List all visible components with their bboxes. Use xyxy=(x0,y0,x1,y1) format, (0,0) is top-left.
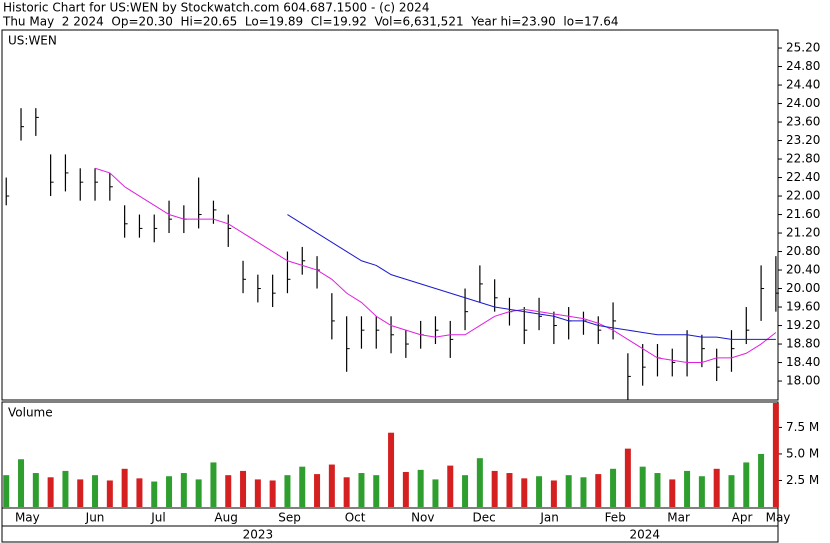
symbol-label: US:WEN xyxy=(8,34,57,48)
volume-bar xyxy=(92,475,99,507)
volume-bar xyxy=(432,479,439,507)
volume-bar xyxy=(595,474,602,507)
volume-bar xyxy=(698,476,705,507)
volume-bar xyxy=(743,462,750,507)
x-tick-label: Aug xyxy=(214,511,237,525)
year-label: 2024 xyxy=(630,528,661,542)
volume-label: Volume xyxy=(8,406,53,420)
x-tick-label: May xyxy=(15,511,40,525)
y-tick-label: 23.60 xyxy=(786,115,820,129)
y-tick-label: 21.60 xyxy=(786,207,820,221)
x-tick-label: Oct xyxy=(345,511,366,525)
moving-average xyxy=(94,167,777,364)
volume-bar xyxy=(462,475,469,507)
volume-bar xyxy=(758,453,765,507)
volume-bar xyxy=(180,473,187,507)
volume-bar xyxy=(62,470,69,507)
x-tick-label: May xyxy=(766,511,791,525)
y-tick-label: 18.00 xyxy=(786,374,820,388)
volume-bar xyxy=(225,475,232,507)
x-tick-label: Dec xyxy=(472,511,495,525)
y-tick-label: 20.40 xyxy=(786,263,820,277)
volume-bar xyxy=(654,473,661,507)
x-tick-label: Nov xyxy=(411,511,434,525)
y-tick-label: 18.40 xyxy=(786,355,820,369)
y-tick-label: 22.40 xyxy=(786,170,820,184)
volume-bar xyxy=(506,473,513,507)
volume-bar xyxy=(18,459,25,507)
volume-bar xyxy=(580,477,587,507)
v-tick-label: 2.5 M xyxy=(786,473,819,487)
volume-bar xyxy=(669,479,676,507)
y-tick-label: 22.80 xyxy=(786,152,820,166)
y-tick-label: 25.20 xyxy=(786,41,820,55)
x-tick-label: Jun xyxy=(85,511,105,525)
y-tick-label: 22.00 xyxy=(786,189,820,203)
y-tick-label: 21.20 xyxy=(786,226,820,240)
volume-bar xyxy=(343,477,350,507)
volume-bar xyxy=(121,468,128,507)
volume-bar xyxy=(47,477,54,507)
volume-bar xyxy=(521,478,528,507)
year-label: 2023 xyxy=(243,528,274,542)
y-tick-label: 20.00 xyxy=(786,281,820,295)
volume-bar xyxy=(772,403,779,507)
volume-bar xyxy=(136,478,143,507)
volume-bar xyxy=(314,474,321,507)
volume-bar xyxy=(402,471,409,507)
y-tick-label: 19.20 xyxy=(786,318,820,332)
volume-bar xyxy=(624,448,631,507)
volume-bar xyxy=(3,475,10,507)
chart-title: Historic Chart for US:WEN by Stockwatch.… xyxy=(3,1,429,15)
volume-bar xyxy=(388,432,395,507)
moving-average xyxy=(287,214,776,340)
volume-bar xyxy=(565,475,572,507)
volume-bar xyxy=(447,465,454,507)
volume-bar xyxy=(151,481,158,507)
volume-bar xyxy=(299,466,306,507)
volume-bar xyxy=(195,479,202,507)
x-tick-label: Sep xyxy=(278,511,301,525)
x-tick-label: Feb xyxy=(605,511,626,525)
volume-bar xyxy=(32,473,39,507)
y-tick-label: 24.40 xyxy=(786,78,820,92)
volume-bar xyxy=(373,475,380,507)
volume-bar xyxy=(77,479,84,507)
y-tick-label: 24.00 xyxy=(786,96,820,110)
v-tick-label: 5.0 M xyxy=(786,446,819,460)
volume-bar xyxy=(210,462,217,507)
volume-bar xyxy=(254,479,261,507)
volume-bar xyxy=(269,480,276,507)
year-axis xyxy=(1,525,779,543)
volume-bar xyxy=(476,458,483,507)
volume-bar xyxy=(166,476,173,507)
volume-bar xyxy=(284,475,291,507)
y-tick-label: 23.20 xyxy=(786,133,820,147)
volume-bar xyxy=(417,469,424,507)
volume-bar xyxy=(728,475,735,507)
volume-bar xyxy=(358,473,365,507)
volume-bar xyxy=(328,464,335,507)
volume-bar xyxy=(639,466,646,507)
chart-subtitle: Thu May 2 2024 Op=20.30 Hi=20.65 Lo=19.8… xyxy=(2,15,619,29)
volume-bar xyxy=(550,480,557,507)
volume-bar xyxy=(713,468,720,507)
y-tick-label: 18.80 xyxy=(786,337,820,351)
volume-bar xyxy=(684,470,691,507)
volume-bar xyxy=(240,470,247,507)
x-tick-label: Mar xyxy=(667,511,690,525)
x-tick-label: Apr xyxy=(732,511,753,525)
y-tick-label: 20.80 xyxy=(786,244,820,258)
y-tick-label: 19.60 xyxy=(786,300,820,314)
v-tick-label: 7.5 M xyxy=(786,420,819,434)
y-tick-label: 24.80 xyxy=(786,59,820,73)
x-tick-label: Jan xyxy=(539,511,559,525)
volume-bar xyxy=(536,476,543,507)
volume-bar xyxy=(610,468,617,507)
volume-bar xyxy=(106,480,113,507)
volume-bar xyxy=(491,470,498,507)
x-tick-label: Jul xyxy=(150,511,165,525)
